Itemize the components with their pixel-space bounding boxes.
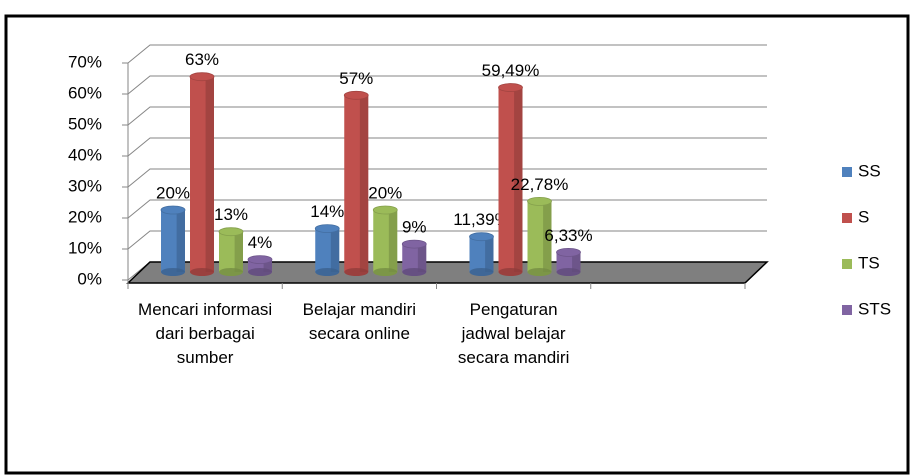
- bar-shade: [263, 259, 272, 272]
- bar-top: [247, 255, 273, 265]
- bar: [498, 83, 523, 276]
- data-label: 11,39%: [453, 210, 509, 229]
- legend-label: STS: [858, 299, 891, 318]
- legend-swatch: [842, 167, 852, 177]
- y-tick-label: 40%: [68, 145, 102, 164]
- bar: [247, 255, 273, 276]
- bar-shade: [234, 231, 243, 272]
- grid-line: [127, 75, 767, 95]
- data-label: 20%: [368, 183, 402, 202]
- bar-shade: [176, 210, 185, 272]
- bar-top: [469, 232, 494, 242]
- bar-top: [556, 247, 581, 257]
- chart-border: [4, 14, 910, 475]
- legend-label: SS: [858, 161, 881, 180]
- bar: [401, 239, 427, 276]
- y-tick-label: 0%: [77, 269, 102, 288]
- data-label: 4%: [248, 233, 273, 252]
- y-tick-label: 50%: [68, 114, 102, 133]
- x-tick-label: Mencari informasi dari berbagai sumber: [138, 300, 273, 367]
- bar: [527, 196, 552, 276]
- data-label: 13%: [214, 205, 248, 224]
- data-label: 20%: [156, 183, 190, 202]
- bar: [314, 224, 340, 276]
- data-label: 14%: [310, 202, 344, 221]
- bar-top: [314, 224, 340, 234]
- legend-swatch: [842, 213, 852, 223]
- bar-top: [498, 83, 523, 92]
- bar: [469, 232, 494, 276]
- legend-label: S: [858, 207, 869, 226]
- bar-shade: [359, 95, 369, 272]
- bar-shade: [514, 87, 523, 273]
- grid-line: [127, 44, 767, 64]
- grid-line: [127, 199, 767, 219]
- x-tick-label: Pengaturan jadwal belajar secara mandiri: [457, 300, 570, 367]
- bar-shade: [205, 76, 214, 272]
- bar: [189, 72, 215, 276]
- data-label: 63%: [185, 50, 219, 69]
- data-label: 59,49%: [482, 61, 540, 80]
- bar-top: [189, 72, 215, 82]
- bar-top: [218, 227, 244, 237]
- bar-shade: [543, 201, 552, 272]
- bar: [160, 205, 186, 276]
- y-tick-label: 10%: [68, 238, 102, 257]
- legend-swatch: [842, 305, 852, 315]
- legend-swatch: [842, 259, 852, 269]
- grid-line: [127, 230, 767, 250]
- floor: [126, 261, 769, 284]
- bar: [372, 205, 398, 276]
- bar-top: [527, 196, 552, 206]
- bar-top: [372, 205, 398, 215]
- x-tick-label: Belajar mandiri secara online: [302, 300, 417, 343]
- data-label: 22,78%: [511, 175, 569, 194]
- y-tick-label: 30%: [68, 176, 102, 195]
- grid-line: [127, 168, 767, 188]
- legend-label: TS: [858, 253, 880, 272]
- y-tick-label: 60%: [68, 83, 102, 102]
- bar-top: [401, 239, 427, 249]
- data-label: 6,33%: [544, 226, 592, 245]
- bar-top: [160, 205, 186, 215]
- grid-line: [127, 137, 767, 157]
- bar: [343, 90, 369, 276]
- bar-shade: [485, 236, 494, 272]
- bar-shade: [417, 244, 427, 272]
- grid-line: [127, 106, 767, 126]
- bar-shade: [572, 252, 581, 272]
- data-label: 57%: [339, 69, 373, 88]
- bar: [218, 227, 244, 276]
- data-label: 9%: [402, 218, 427, 237]
- bar-shade: [330, 228, 340, 272]
- bar: [556, 247, 581, 276]
- y-tick-label: 70%: [68, 52, 102, 71]
- bar-shade: [388, 210, 398, 272]
- bar-top: [343, 90, 369, 100]
- y-tick-label: 20%: [68, 207, 102, 226]
